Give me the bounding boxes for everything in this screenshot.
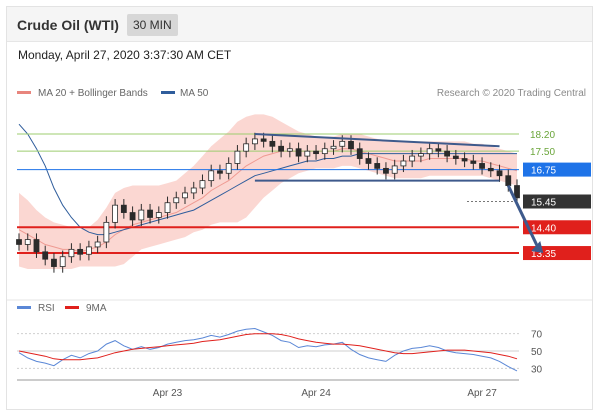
candle-body bbox=[42, 251, 49, 260]
candle-body bbox=[339, 140, 346, 147]
candle-body bbox=[470, 160, 477, 164]
candle-body bbox=[164, 202, 171, 213]
ma9-line bbox=[18, 333, 518, 361]
chart-card: Crude Oil (WTI) 30 MIN Monday, April 27,… bbox=[6, 6, 593, 410]
bollinger-band bbox=[19, 114, 517, 270]
current-price-tag bbox=[523, 194, 591, 209]
candle-body bbox=[505, 175, 512, 186]
candle-body bbox=[348, 140, 354, 150]
rsi-tick-label: 30 bbox=[531, 364, 543, 375]
bollinger-legend-label: MA 20 + Bollinger Bands bbox=[38, 88, 148, 99]
candle-body bbox=[409, 155, 416, 162]
candle-body bbox=[24, 239, 31, 245]
candle-body bbox=[155, 212, 162, 218]
candle-body bbox=[138, 209, 145, 221]
candle-body bbox=[383, 167, 389, 174]
candle-body bbox=[514, 185, 520, 199]
candle-body bbox=[243, 143, 250, 152]
rsi-legend-label: RSI bbox=[38, 303, 55, 314]
candle-body bbox=[77, 248, 84, 255]
candle-body bbox=[479, 163, 485, 169]
candle-body bbox=[426, 148, 433, 155]
candle-body bbox=[444, 150, 451, 157]
ma50-legend-label: MA 50 bbox=[180, 88, 209, 99]
candle-body bbox=[59, 256, 66, 267]
candle-body bbox=[225, 163, 232, 174]
rsi-tick-label: 50 bbox=[531, 347, 543, 358]
candle-body bbox=[356, 148, 363, 159]
candle-body bbox=[417, 153, 424, 157]
rsi-tick-label: 70 bbox=[531, 330, 543, 341]
candle-body bbox=[251, 138, 258, 145]
resistance-label: 18.20 bbox=[530, 130, 555, 141]
candle-body bbox=[129, 212, 136, 221]
chart-header: Crude Oil (WTI) 30 MIN bbox=[7, 7, 592, 42]
candle-body bbox=[68, 248, 75, 258]
candle-body bbox=[94, 241, 101, 248]
candle-body bbox=[461, 158, 468, 162]
candle-body bbox=[365, 158, 372, 164]
pivot-tag bbox=[523, 162, 591, 177]
support-label: 14.40 bbox=[531, 223, 556, 234]
source-credit: Research © 2020 Trading Central bbox=[437, 88, 586, 99]
candle-body bbox=[269, 140, 276, 147]
candle-body bbox=[16, 239, 22, 245]
forecast-arrow-shaft bbox=[506, 184, 540, 249]
candle-body bbox=[330, 145, 337, 150]
ma50-legend-swatch bbox=[161, 91, 175, 94]
candle-body bbox=[400, 160, 407, 167]
candle-body bbox=[199, 180, 206, 189]
ma9-legend-label: 9MA bbox=[86, 303, 107, 314]
candle-body bbox=[173, 197, 180, 204]
candle-body bbox=[120, 204, 127, 213]
candle-body bbox=[391, 165, 398, 174]
bollinger-legend-swatch bbox=[17, 91, 31, 94]
candle-body bbox=[103, 221, 110, 243]
candle-body bbox=[217, 170, 223, 174]
chart-canvas: MA 20 + Bollinger Bands MA 50 Research ©… bbox=[7, 88, 592, 399]
current-price-label: 15.45 bbox=[531, 198, 556, 209]
candle-body bbox=[374, 163, 381, 169]
candle-body bbox=[260, 138, 267, 142]
forecast-arrow-head bbox=[531, 241, 544, 254]
resistance-label: 17.50 bbox=[530, 147, 555, 158]
candle-body bbox=[295, 148, 302, 157]
rsi-legend-swatch bbox=[17, 306, 31, 309]
candle-body bbox=[496, 170, 503, 177]
support-label: 13.35 bbox=[531, 249, 556, 260]
candle-body bbox=[313, 150, 319, 155]
candle-body bbox=[435, 148, 442, 152]
instrument-title: Crude Oil (WTI) bbox=[17, 17, 119, 33]
ma20-line bbox=[18, 148, 518, 253]
candle-body bbox=[208, 170, 215, 182]
x-tick-label: Apr 23 bbox=[153, 388, 183, 399]
x-tick-label: Apr 27 bbox=[467, 388, 497, 399]
candle-body bbox=[278, 145, 285, 152]
pivot-label: 16.75 bbox=[531, 166, 556, 177]
x-tick-label: Apr 24 bbox=[301, 388, 331, 399]
candle-body bbox=[452, 155, 459, 159]
rsi-line bbox=[18, 327, 518, 372]
price-plot: 18.20 17.50 16.75 15.45 14.40 13.35 Apr 23 Apr … bbox=[16, 114, 591, 399]
support-tag bbox=[523, 220, 591, 235]
candle-body bbox=[304, 150, 311, 157]
rsi-plot: 70 50 30 bbox=[17, 327, 543, 381]
report-datetime: Monday, April 27, 2020 3:37:30 AM CET bbox=[18, 48, 232, 62]
candle-body bbox=[51, 258, 57, 267]
candle-body bbox=[286, 148, 293, 152]
candle-body bbox=[234, 150, 241, 164]
channel-upper-line bbox=[254, 133, 500, 148]
candle-body bbox=[147, 209, 153, 218]
candle-body bbox=[112, 204, 119, 223]
candle-body bbox=[33, 239, 40, 253]
candle-body bbox=[182, 192, 188, 199]
candle-body bbox=[321, 148, 328, 155]
candle-body bbox=[487, 167, 494, 172]
candle-body bbox=[190, 187, 197, 194]
ma50-line bbox=[18, 123, 517, 236]
candle-body bbox=[85, 246, 92, 255]
timeframe-badge[interactable]: 30 MIN bbox=[127, 14, 178, 36]
ma9-legend-swatch bbox=[65, 306, 79, 309]
